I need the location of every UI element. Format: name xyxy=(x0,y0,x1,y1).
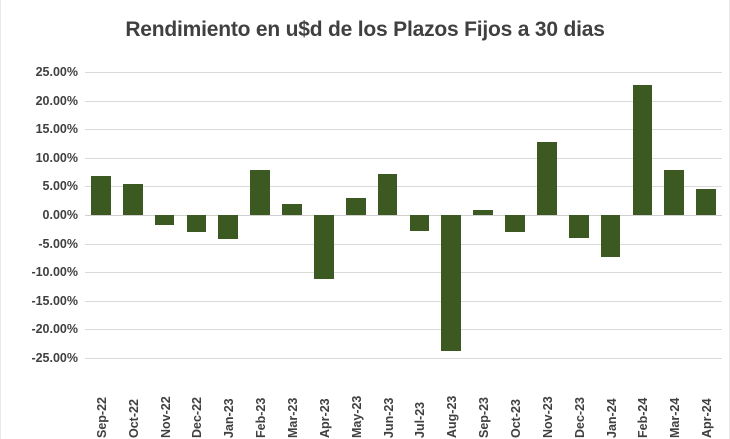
x-axis-tick-label: Dec-23 xyxy=(572,397,587,438)
gridline xyxy=(85,329,722,331)
x-axis-tick-label: Nov-22 xyxy=(158,396,173,438)
x-axis-tick-label: Apr-23 xyxy=(317,398,332,438)
x-axis-tick-label: Sep-23 xyxy=(477,397,492,438)
bar xyxy=(505,215,525,233)
y-axis-tick-label: 5.00% xyxy=(42,179,78,194)
x-axis-tick-label: Apr-24 xyxy=(700,398,715,438)
y-axis-tick-label: 10.00% xyxy=(35,150,78,165)
frame-left-border xyxy=(0,0,1,439)
gridline xyxy=(85,300,722,302)
y-axis-tick-label: -10.00% xyxy=(31,265,78,280)
x-axis-tick-label: Mar-23 xyxy=(286,397,301,438)
gridline xyxy=(85,157,722,159)
y-axis-tick-label: 20.00% xyxy=(35,93,78,108)
gridline xyxy=(85,358,722,359)
bar xyxy=(664,170,685,215)
bar xyxy=(568,215,589,238)
gridline xyxy=(85,100,722,102)
bar xyxy=(186,215,207,233)
x-axis-tick-label: May-23 xyxy=(349,395,364,438)
bar xyxy=(377,173,398,215)
bar xyxy=(409,215,430,232)
gridline xyxy=(85,129,722,131)
bar xyxy=(632,84,653,215)
bar xyxy=(91,175,111,215)
bar xyxy=(282,203,302,215)
y-axis-tick-label: 15.00% xyxy=(35,122,78,137)
y-axis-tick-label: -15.00% xyxy=(31,293,78,308)
y-axis-tick-label: -20.00% xyxy=(31,322,78,337)
x-axis-tick-label: Feb-23 xyxy=(254,397,269,438)
x-axis-tick-label: Dec-22 xyxy=(190,397,205,438)
bar xyxy=(473,210,493,215)
gridline xyxy=(85,186,722,188)
bar xyxy=(600,215,621,258)
x-axis-tick-label: Jan-24 xyxy=(604,398,619,438)
x-axis-tick-label: Jul-23 xyxy=(413,401,428,438)
x-axis-tick-label: Nov-23 xyxy=(540,396,555,438)
y-axis-tick-label: -5.00% xyxy=(38,236,78,251)
x-axis-tick-label: Aug-23 xyxy=(445,395,460,438)
plot-area xyxy=(85,72,722,359)
x-axis-tick-label: Oct-23 xyxy=(508,399,523,438)
chart-title: Rendimiento en u$d de los Plazos Fijos a… xyxy=(125,18,605,41)
bar xyxy=(441,215,462,352)
y-axis-tick-label: 0.00% xyxy=(42,208,78,222)
x-axis-labels: Sep-22 Oct-22 Nov-22 Dec-22 Jan-23 Feb-23 Mar-… xyxy=(85,360,722,438)
bar xyxy=(154,215,175,226)
x-axis-tick-label: Sep-22 xyxy=(94,397,109,438)
bar xyxy=(122,183,143,215)
bar xyxy=(345,197,366,215)
bar xyxy=(218,215,239,240)
bar-series xyxy=(85,72,722,358)
x-axis-tick-label: Jan-23 xyxy=(222,398,237,438)
x-axis-tick-label: Mar-24 xyxy=(668,397,683,438)
bar xyxy=(536,141,557,215)
bar xyxy=(314,215,334,280)
y-axis-tick-label: 25.00% xyxy=(35,65,78,79)
x-axis-tick-label: Jun-23 xyxy=(381,397,396,438)
x-axis-tick-label: Oct-22 xyxy=(126,399,141,438)
x-axis-tick-label: Feb-24 xyxy=(636,397,651,438)
bar xyxy=(250,170,271,215)
bar xyxy=(696,189,716,215)
gridline xyxy=(85,272,722,274)
y-axis-tick-label: -25.00% xyxy=(31,351,78,365)
gridline xyxy=(85,72,722,73)
gridline xyxy=(85,215,722,216)
y-axis-labels: 25.00% 20.00% 15.00% 10.00% 5.00% 0.00% -5.00%… xyxy=(0,65,78,365)
gridline xyxy=(85,243,722,245)
